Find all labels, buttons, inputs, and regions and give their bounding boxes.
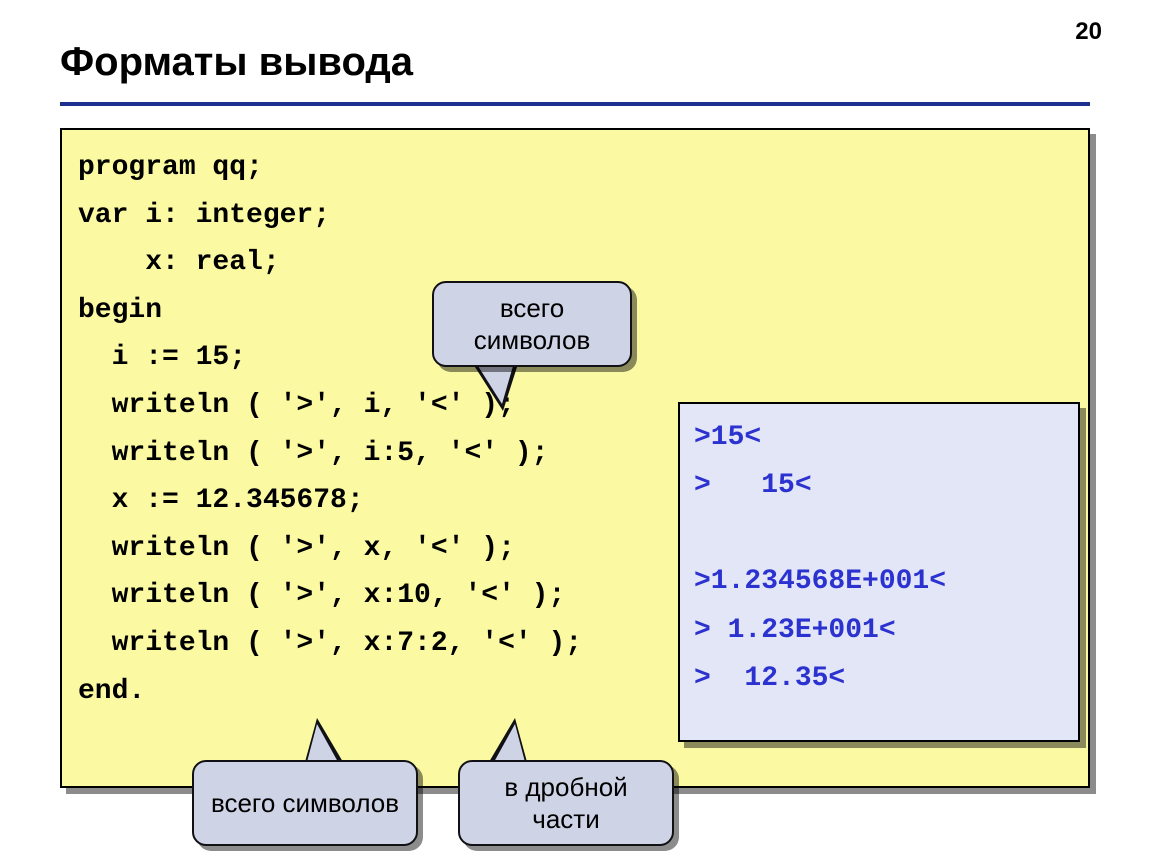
callout-total-chars-top: всего символов	[432, 281, 632, 367]
title-underline	[60, 102, 1090, 106]
callout-tail	[478, 366, 513, 404]
slide-title: Форматы вывода	[60, 40, 413, 85]
callout-tail	[307, 724, 338, 762]
callout-fraction-part: в дробной части	[458, 760, 674, 846]
page-number: 20	[1075, 18, 1102, 46]
callout-total-chars-bottom: всего символов	[192, 760, 418, 846]
output-block: >15< > 15< >1.234568E+001< > 1.23E+001< …	[678, 402, 1080, 742]
callout-tail	[494, 724, 525, 762]
